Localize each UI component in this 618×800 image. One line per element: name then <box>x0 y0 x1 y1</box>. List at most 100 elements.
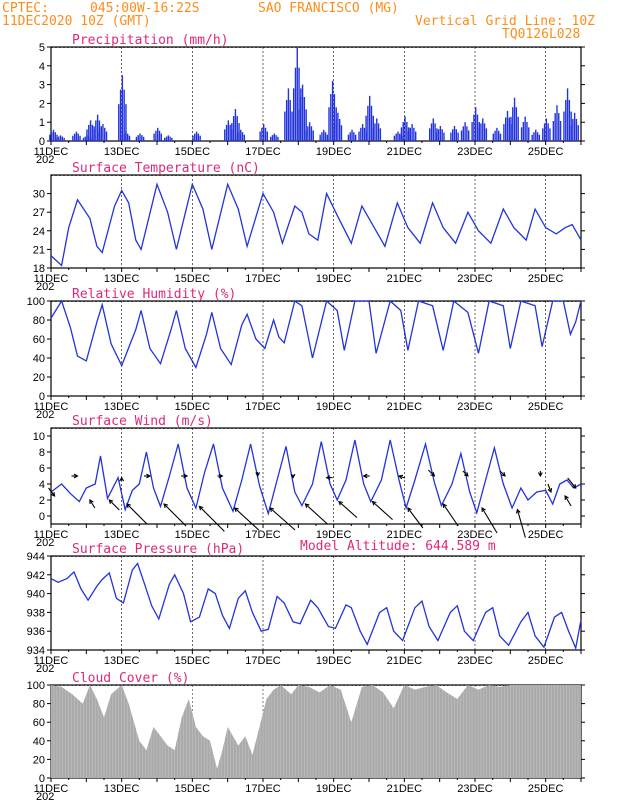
cloud-year-label: 202 <box>36 791 54 800</box>
precip-bar <box>77 133 79 141</box>
precip-bar <box>552 120 555 141</box>
wind-arrow-head <box>442 503 448 509</box>
precip-bar <box>289 99 291 141</box>
wind-arrow <box>567 477 577 489</box>
precip-bar <box>476 114 479 141</box>
pressure-panel: 934 936 938 940 942 944 11DEC 13DEC 15DEC 17DEC 19… <box>27 542 585 675</box>
wind-arrow-head <box>233 507 239 512</box>
rh-year-label: 202 <box>36 409 54 421</box>
precip-bar <box>351 129 353 141</box>
precip-bar <box>275 135 277 141</box>
wind-arrow <box>269 507 296 531</box>
precip-bar <box>413 127 415 141</box>
temp-xtick-label: 11DEC <box>34 273 69 285</box>
precip-bar <box>127 133 129 141</box>
precip-bar <box>59 135 62 141</box>
precip-bar <box>524 116 526 141</box>
precip-bar <box>164 137 166 141</box>
wind-ytick-label: 4 <box>39 479 45 491</box>
wind-arrow-head <box>371 500 377 506</box>
precip-bar <box>194 133 196 141</box>
precip-ytick-label: 4 <box>39 61 45 73</box>
precip-bar <box>75 131 78 141</box>
wind-arrow-head <box>430 472 436 477</box>
precip-frame <box>50 46 582 142</box>
precip-bar <box>305 109 307 141</box>
pressure-ytick-label: 936 <box>27 626 45 638</box>
precip-ytick-label: 0 <box>39 136 45 148</box>
rh-xtick-label: 19DEC <box>316 401 352 413</box>
precip-bar <box>512 107 514 141</box>
precip-bar <box>277 136 279 141</box>
pressure-xtick-label: 23DEC <box>457 655 493 667</box>
precip-bar <box>409 127 411 141</box>
precip-bar <box>324 132 327 141</box>
precip-bar <box>558 113 560 141</box>
wind-arrow-head <box>407 507 412 513</box>
precip-bar <box>169 136 171 141</box>
precip-bar <box>358 131 360 141</box>
wind-xtick-label: 23DEC <box>457 529 493 541</box>
precip-bar <box>485 128 488 141</box>
precip-bar <box>361 124 364 141</box>
wind-arrow-head <box>73 473 79 479</box>
precip-bar <box>517 116 519 141</box>
precip-xtick-label: 11DEC <box>34 146 69 158</box>
wind-arrow-head <box>50 491 56 497</box>
precip-bar <box>264 127 267 141</box>
precip-bar <box>335 119 337 141</box>
precip-xtick-label: 17DEC <box>245 146 281 158</box>
precip-bar <box>158 130 161 141</box>
precip-bar <box>305 130 307 141</box>
header-grid-note: Vertical Grid Line: 10Z <box>415 14 595 29</box>
precip-bar <box>478 128 480 141</box>
precip-xtick-label: 21DEC <box>387 146 423 158</box>
wind-arrow-head <box>397 474 404 480</box>
precip-bar <box>292 88 295 141</box>
wind-arrow <box>516 509 526 538</box>
precip-bar <box>510 116 512 141</box>
precip-bar <box>285 99 288 141</box>
temp-xtick-label: 21DEC <box>387 273 423 285</box>
temp-ytick-label: 21 <box>33 244 45 256</box>
precip-bar <box>243 134 246 141</box>
wind-arrow <box>163 503 187 527</box>
precip-bar <box>536 132 539 141</box>
wind-xtick-label: 13DEC <box>104 529 140 541</box>
precip-ytick-label: 3 <box>39 80 45 92</box>
temp-xtick-label: 19DEC <box>316 273 352 285</box>
precip-bar <box>273 133 275 141</box>
wind-arrow-head <box>119 476 125 482</box>
cloud-ytick-label: 100 <box>27 680 45 692</box>
cloud-ytick-label: 60 <box>33 717 45 729</box>
precip-bar <box>471 122 473 141</box>
pressure-xtick-label: 21DEC <box>387 655 423 667</box>
wind-xtick-label: 19DEC <box>316 529 352 541</box>
precip-bar <box>453 125 456 141</box>
precip-bar <box>73 133 76 141</box>
wind-arrow <box>305 503 328 525</box>
precip-bar <box>457 132 459 141</box>
rh-title: Relative Humidity (%) <box>72 287 236 302</box>
precip-bar <box>195 131 198 141</box>
precip-bar <box>406 121 408 141</box>
precip-bar <box>82 137 85 141</box>
precip-bar <box>505 117 507 141</box>
rh-xtick-label: 21DEC <box>387 401 423 413</box>
precip-bar <box>339 119 341 141</box>
precip-bar <box>139 133 141 141</box>
wind-arrow-head <box>163 503 169 508</box>
cloud-xtick-label: 17DEC <box>245 783 281 795</box>
wind-arrow-head <box>501 472 506 477</box>
cloud-panel: 0 20 40 60 80 100 11DEC 13DEC 15DEC 17DEC 19DEC 21D… <box>27 671 585 800</box>
precip-bar <box>333 94 336 141</box>
precip-bar <box>407 131 410 141</box>
precip-bar <box>49 134 51 141</box>
precip-bar <box>240 129 242 141</box>
precip-bar <box>513 97 516 141</box>
precip-bar <box>528 127 530 141</box>
pressure-xtick-label: 15DEC <box>175 655 211 667</box>
precip-bar <box>227 120 230 141</box>
precip-bar <box>340 125 343 141</box>
precip-bar <box>270 136 272 141</box>
